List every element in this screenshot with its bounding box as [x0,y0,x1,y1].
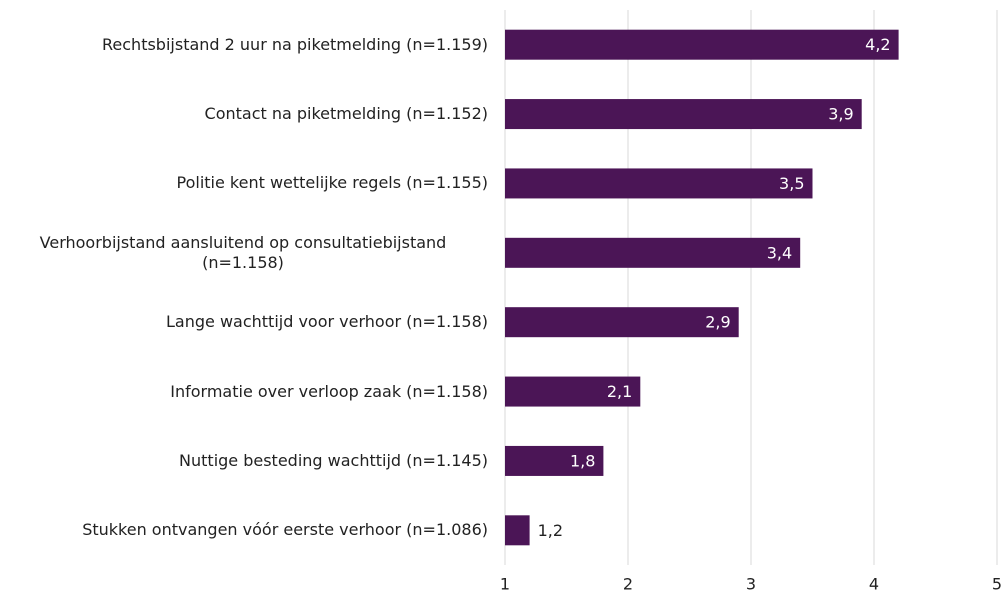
x-tick-label: 1 [500,575,510,594]
bar [505,376,641,407]
data-label: 3,4 [767,243,792,262]
bar [505,237,801,268]
category-label-box: Verhoorbijstand aansluitend op consultat… [0,233,488,273]
category-label-box: Lange wachttijd voor verhoor (n=1.158) [0,312,488,332]
category-label-box: Informatie over verloop zaak (n=1.158) [0,382,488,402]
y-tick-label: Rechtsbijstand 2 uur na piketmelding (n=… [102,34,488,54]
category-label-box: Politie kent wettelijke regels (n=1.155) [0,173,489,193]
x-tick-label: 5 [992,575,1002,594]
x-tick-label: 3 [746,575,756,594]
data-label: 2,9 [705,313,730,332]
data-label: 3,5 [779,174,804,193]
data-label: 2,1 [607,382,632,401]
category-label-box: Stukken ontvangen vóór eerste verhoor (n… [0,520,488,540]
data-label: 1,8 [570,451,595,470]
y-tick-label: Politie kent wettelijke regels (n=1.155) [176,173,489,193]
bar [505,29,899,60]
bar [505,168,813,199]
y-tick-label: Stukken ontvangen vóór eerste verhoor (n… [82,520,488,540]
data-label: 3,9 [828,105,853,124]
x-tick-label: 4 [869,575,879,594]
category-label-box: Rechtsbijstand 2 uur na piketmelding (n=… [0,35,488,55]
data-label: 4,2 [865,35,890,54]
y-tick-label: Informatie over verloop zaak (n=1.158) [170,381,488,401]
y-tick-label: Nuttige besteding wachttijd (n=1.145) [179,450,488,470]
category-label-box: Contact na piketmelding (n=1.152) [0,104,488,124]
category-label-box: Nuttige besteding wachttijd (n=1.145) [0,451,488,471]
y-tick-label: Verhoorbijstand aansluitend op consultat… [39,232,447,272]
y-tick-label: Lange wachttijd voor verhoor (n=1.158) [166,312,488,332]
data-label: 1,2 [538,521,563,540]
bar [505,515,530,546]
bar [505,99,862,130]
x-tick-label: 2 [623,575,633,594]
bar [505,445,604,476]
y-tick-label: Contact na piketmelding (n=1.152) [204,104,488,124]
bar [505,307,739,338]
